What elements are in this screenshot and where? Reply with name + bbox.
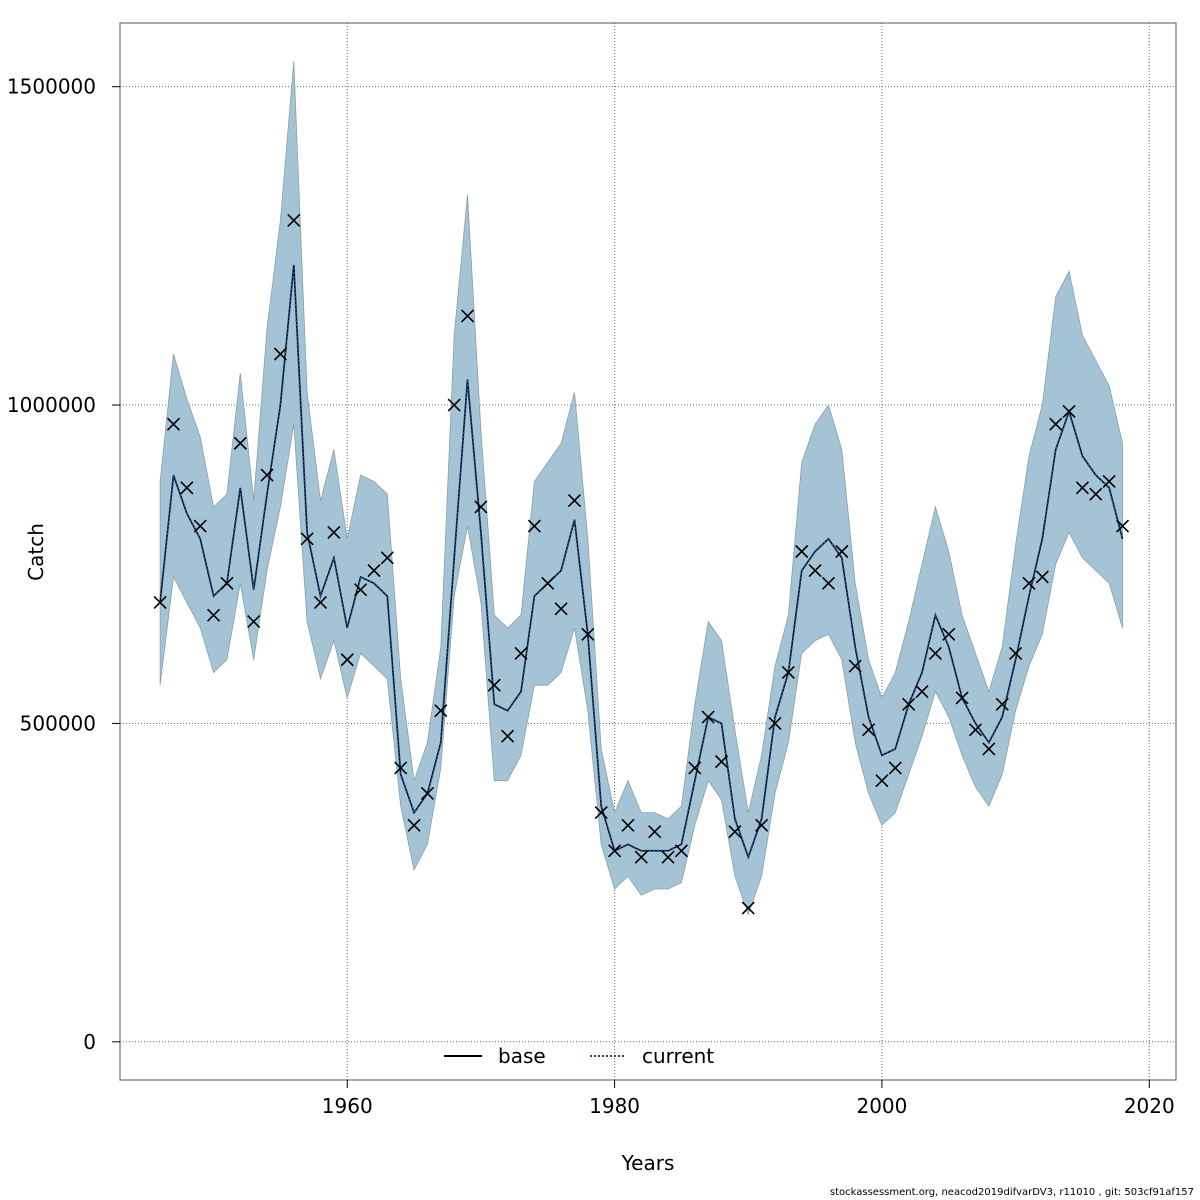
observed-point-2006: [955, 691, 969, 705]
observed-markers: [153, 213, 1130, 915]
observed-point-1990: [741, 901, 755, 915]
observed-point-1982: [634, 850, 648, 864]
observed-point-1953: [247, 614, 261, 629]
observed-point-1970: [474, 500, 488, 514]
observed-point-1949: [193, 519, 207, 533]
observed-point-1965: [407, 818, 421, 832]
y-tick-label: 1000000: [7, 393, 96, 417]
observed-point-1988: [714, 755, 729, 769]
observed-point-2009: [995, 697, 1009, 711]
observed-point-2007: [968, 723, 983, 737]
observed-point-1956: [287, 213, 301, 227]
x-tick-label: 1980: [589, 1094, 640, 1118]
x-axis-title: Years: [621, 1151, 675, 1175]
observed-point-2005: [942, 627, 956, 641]
observed-point-1974: [527, 519, 541, 533]
observed-point-1955: [273, 347, 287, 361]
y-tick-label: 500000: [20, 711, 96, 735]
observed-point-2000: [875, 774, 889, 788]
observed-point-2011: [1022, 576, 1036, 590]
observed-point-2015: [1075, 481, 1089, 495]
observed-point-1967: [434, 704, 448, 718]
x-tick-label: 2020: [1124, 1094, 1175, 1118]
observed-point-1946: [153, 595, 167, 610]
observed-point-1975: [541, 576, 555, 590]
confidence-band: [159, 61, 1123, 916]
y-axis-title: Catch: [24, 523, 48, 581]
observed-point-1996: [821, 576, 836, 590]
observed-point-1966: [420, 786, 435, 801]
observed-point-2018: [1115, 519, 1130, 533]
observed-point-1962: [367, 564, 381, 578]
observed-point-1954: [260, 468, 274, 482]
y-tick-label: 1500000: [7, 75, 96, 99]
observed-point-1951: [220, 576, 234, 590]
legend: base current: [444, 1044, 714, 1068]
observed-point-1983: [648, 825, 662, 839]
observed-point-2002: [902, 697, 916, 711]
observed-point-2014: [1062, 404, 1076, 418]
observed-point-1981: [621, 818, 635, 832]
observed-point-2013: [1049, 417, 1063, 431]
observed-point-1987: [701, 710, 715, 724]
legend-current-label: current: [642, 1044, 714, 1068]
observed-point-2001: [888, 761, 902, 775]
observed-point-1992: [768, 716, 782, 730]
observed-point-1973: [514, 646, 528, 660]
observed-point-1963: [380, 551, 394, 565]
x-tick-label: 1960: [322, 1094, 373, 1118]
observed-point-1998: [848, 659, 862, 673]
observed-point-1968: [447, 398, 461, 412]
observed-point-1969: [460, 309, 475, 323]
observed-point-2016: [1089, 487, 1103, 501]
plot-frame: [119, 22, 1177, 1081]
x-axis: 1960 1980 2000 2020: [322, 1080, 1175, 1118]
observed-point-1957: [300, 532, 314, 546]
observed-point-1989: [728, 825, 742, 839]
observed-point-1999: [861, 723, 876, 737]
observed-point-1986: [688, 761, 702, 775]
observed-point-1997: [835, 544, 849, 559]
observed-point-1959: [327, 525, 341, 539]
observed-point-1960: [340, 653, 354, 667]
observed-point-1978: [581, 627, 595, 641]
x-tick-label: 2000: [856, 1094, 907, 1118]
y-tick-label: 0: [83, 1030, 96, 1054]
observed-point-1994: [795, 544, 809, 559]
observed-point-1991: [755, 818, 769, 832]
observed-point-1985: [674, 844, 688, 858]
observed-point-2008: [982, 742, 996, 756]
observed-point-1952: [233, 436, 247, 450]
observed-point-2017: [1102, 474, 1116, 489]
observed-point-1995: [808, 564, 822, 578]
observed-point-1948: [180, 481, 194, 495]
observed-point-1976: [554, 602, 568, 616]
observed-point-1977: [567, 493, 582, 508]
y-axis: 0 500000 1000000 1500000: [7, 75, 120, 1054]
observed-point-1958: [313, 595, 328, 610]
observed-point-1993: [781, 665, 795, 680]
observed-point-1950: [207, 608, 221, 622]
observed-point-2010: [1009, 646, 1023, 660]
observed-point-2003: [915, 685, 929, 699]
observed-point-1971: [487, 678, 501, 692]
observed-point-1972: [501, 729, 515, 743]
legend-base-label: base: [498, 1044, 546, 1068]
observed-point-1984: [661, 850, 675, 864]
observed-point-1947: [166, 417, 181, 431]
observed-point-2004: [928, 646, 942, 660]
observed-point-1964: [394, 761, 408, 775]
observed-point-1980: [608, 844, 622, 858]
observed-point-2012: [1035, 570, 1049, 584]
observed-point-1979: [594, 806, 608, 820]
observed-point-1961: [354, 583, 368, 597]
footer-credit: stockassessment.org, neacod2019difvarDV3…: [829, 1187, 1194, 1198]
